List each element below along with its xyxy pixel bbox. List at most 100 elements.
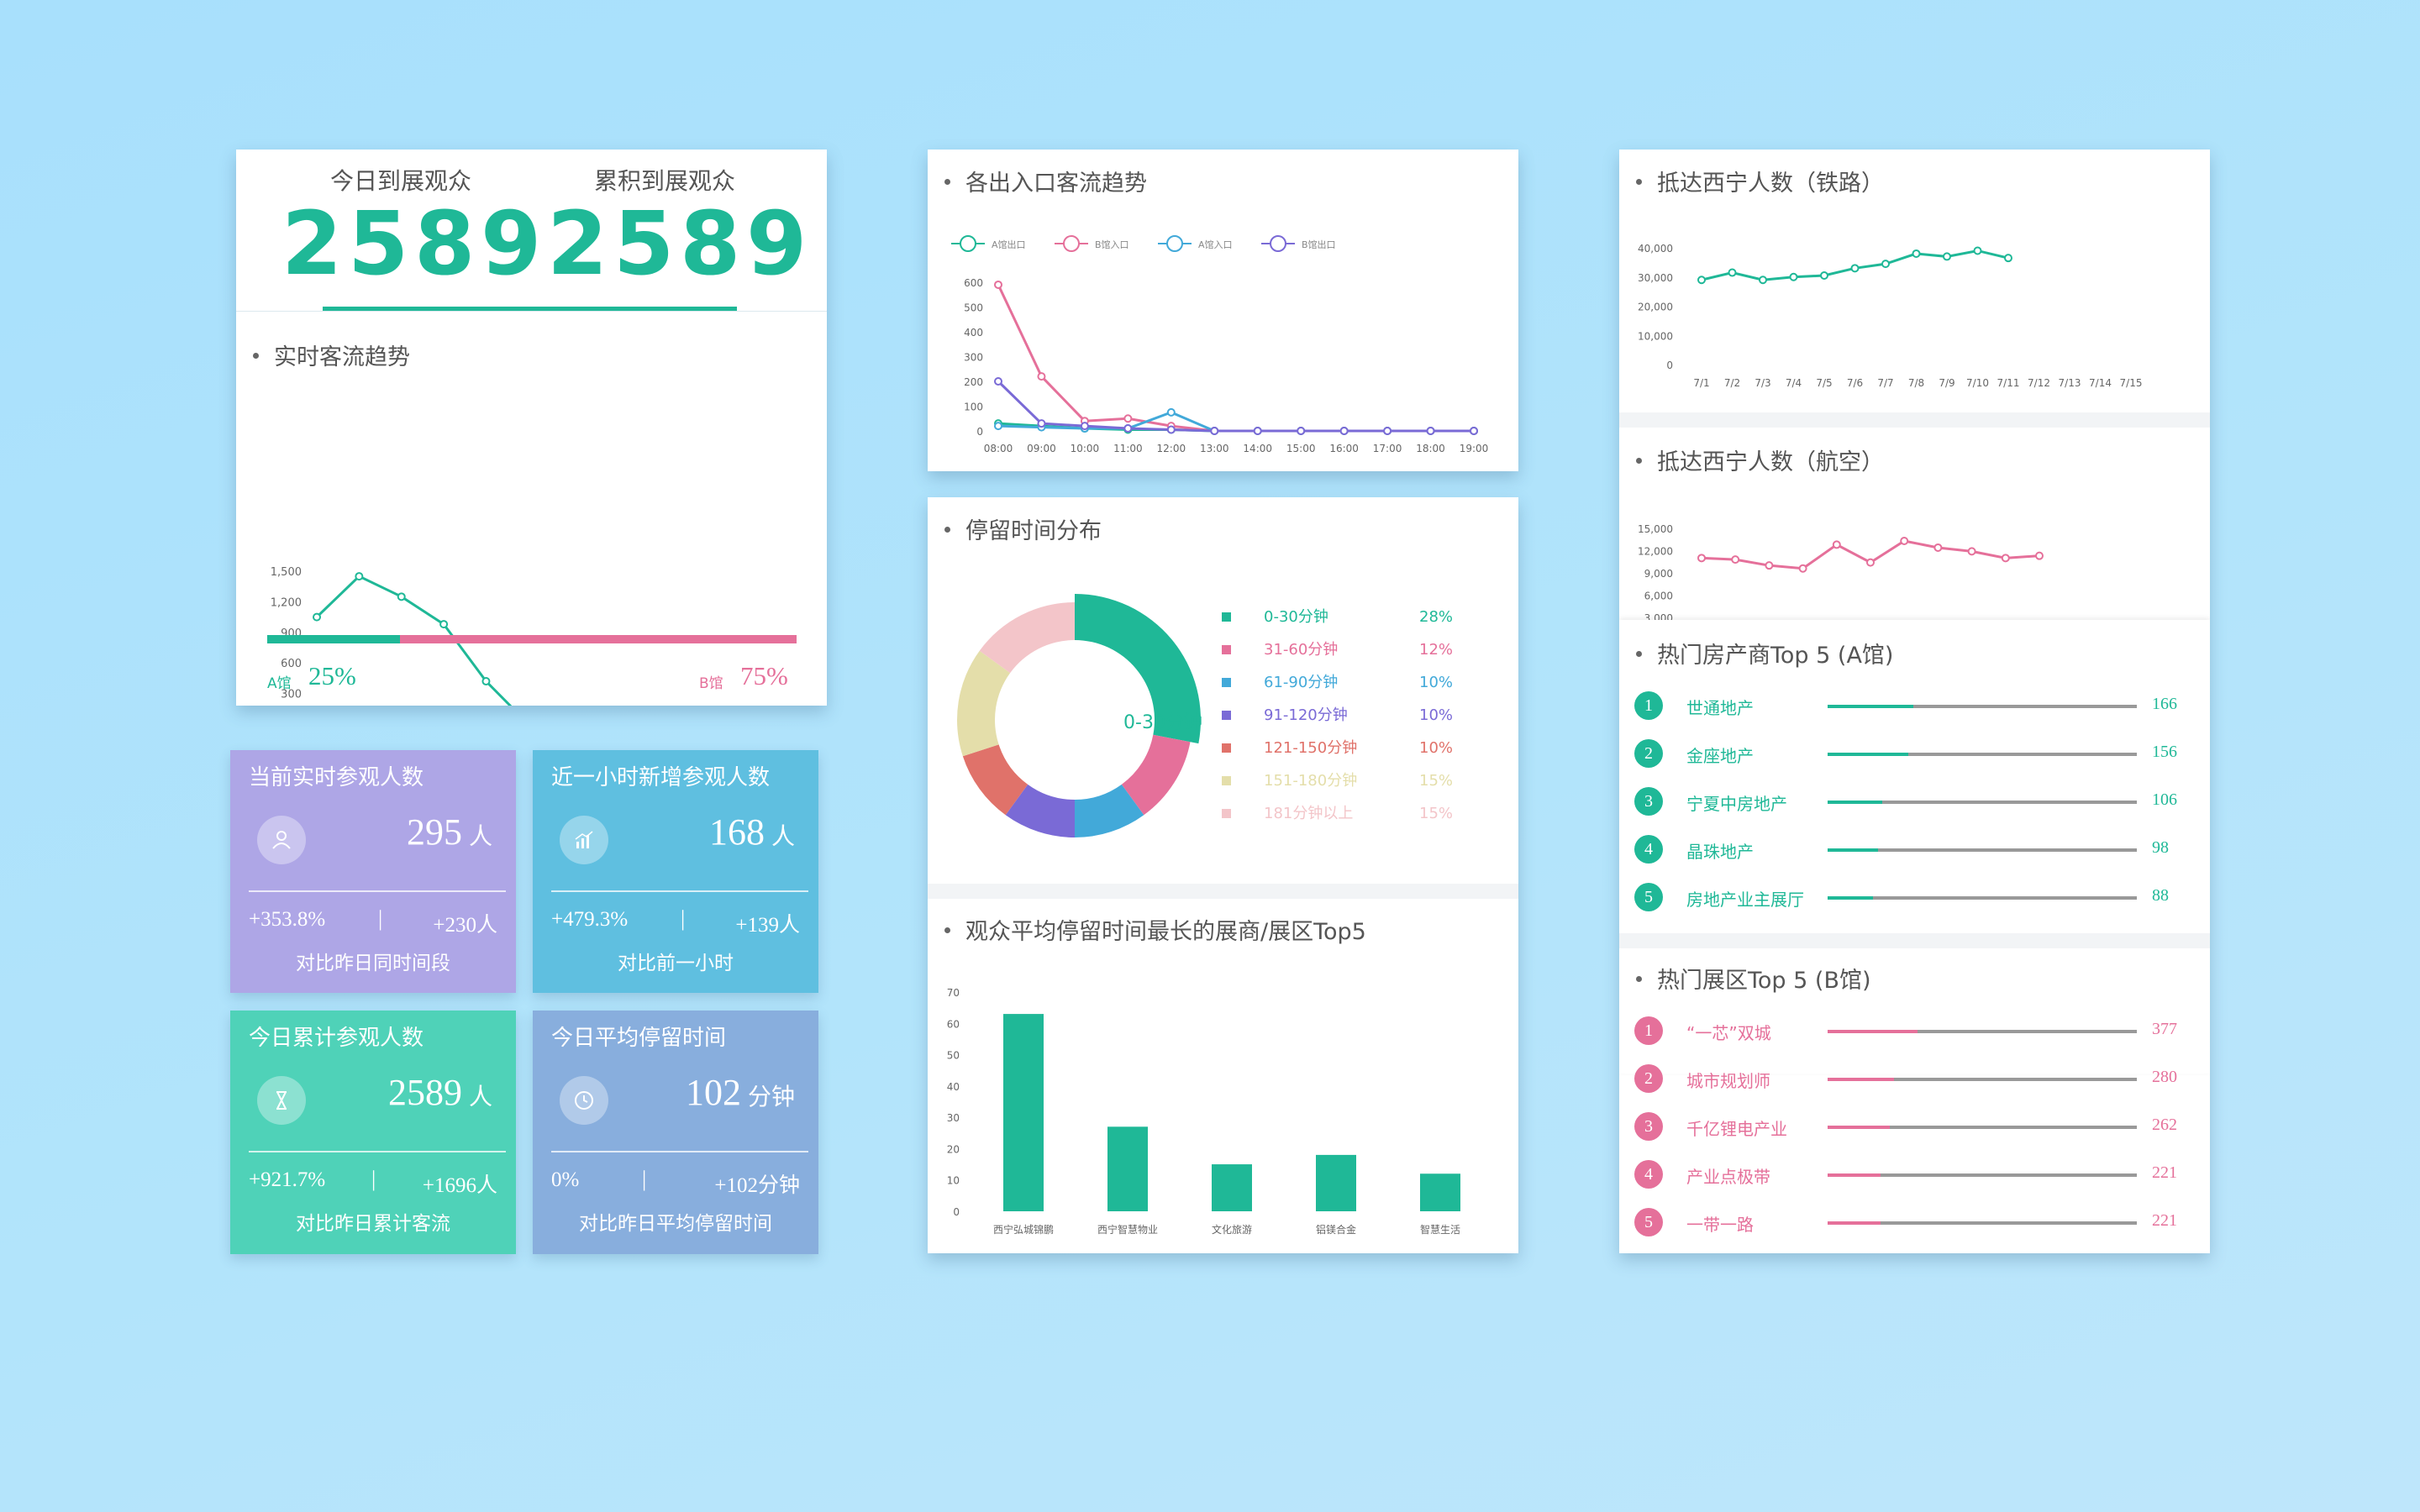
series-line <box>997 380 1474 433</box>
rank-name: 世通地产 <box>1686 698 1754 718</box>
rank-name: 晶珠地产 <box>1686 842 1754 862</box>
entrance-trend-title: 各出入口客流趋势 <box>944 165 1147 197</box>
y-tick-label: 40,000 <box>1638 243 1673 255</box>
y-tick-label: 12,000 <box>1638 546 1673 558</box>
rank-number: 3 <box>1634 1112 1663 1141</box>
legend-marker <box>1270 235 1286 252</box>
x-tick-label: 西宁智慧物业 <box>1097 1223 1158 1236</box>
x-tick-label: 15:00 <box>1286 443 1316 454</box>
data-point <box>1900 537 1909 546</box>
data-point <box>994 280 1002 289</box>
legend-swatch <box>1222 776 1231 785</box>
y-tick-label: 40 <box>947 1081 960 1093</box>
data-point <box>1166 407 1176 417</box>
clock-icon <box>560 1076 608 1125</box>
data-point <box>1798 564 1807 573</box>
legend-label: 181分钟以上 <box>1264 805 1353 822</box>
counter-digit: 2 <box>547 192 608 295</box>
rank-bar-fill <box>1828 1078 1895 1081</box>
rank-bar-track <box>1828 1126 2137 1129</box>
hall-share-bar <box>267 635 797 643</box>
data-point <box>313 612 321 622</box>
kpi-unit: 分钟 <box>747 1083 795 1110</box>
rank-bar-track <box>1828 705 2137 708</box>
y-tick-label: 20 <box>947 1143 960 1155</box>
x-tick-label: 7/8 <box>1908 377 1924 389</box>
data-point <box>439 620 449 629</box>
legend-label: 121-150分钟 <box>1264 739 1357 757</box>
legend-label: 91-120分钟 <box>1264 706 1348 724</box>
counter-digit: 9 <box>481 192 541 295</box>
counter-digit: 5 <box>348 192 408 295</box>
kpi-unit: 人 <box>468 822 492 850</box>
realtime-trend-title: 实时客流趋势 <box>253 339 410 371</box>
data-point <box>1973 246 1982 255</box>
rank-number: 4 <box>1634 835 1663 864</box>
y-tick-label: 9,000 <box>1644 568 1673 580</box>
y-tick-label: 200 <box>964 376 983 388</box>
rank-value: 156 <box>2152 743 2177 761</box>
kpi-value: 168 人 <box>709 811 795 853</box>
x-tick-label: 铝镁合金 <box>1316 1223 1356 1236</box>
x-tick-label: 7/11 <box>1997 377 2020 389</box>
data-point <box>2004 254 2012 263</box>
rank-name: 房地产业主展厅 <box>1686 890 1804 910</box>
dwell-distribution-chart: 0-30分钟 28% 31-60分钟 12% 61-90分钟 10% 91-120分钟 10%… <box>957 594 1453 837</box>
kpi-change-count: +139人 <box>735 914 800 937</box>
legend-swatch <box>1222 612 1231 622</box>
donut-slice <box>1005 784 1075 837</box>
y-tick-label: 600 <box>964 277 983 289</box>
kpi-value: 102 分钟 <box>686 1071 795 1114</box>
data-point <box>1850 264 1860 273</box>
rank-name: 千亿锂电产业 <box>1686 1119 1787 1139</box>
data-point <box>1426 427 1435 435</box>
counter-divider <box>236 311 827 312</box>
kpi-change-count: +1696人 <box>422 1174 497 1197</box>
kpi-separator: | <box>371 1167 376 1191</box>
data-point <box>1037 419 1046 428</box>
data-point <box>481 677 491 686</box>
kpi-change-percent: 0% <box>551 1168 580 1191</box>
legend-percent: 15% <box>1419 772 1453 790</box>
y-tick-label: 300 <box>281 689 302 701</box>
kpi-footnote: 对比昨日累计客流 <box>296 1213 450 1235</box>
kpi-divider <box>551 1151 808 1152</box>
data-point <box>1967 547 1976 556</box>
legend-label: A馆出口 <box>992 239 1026 250</box>
kpi-current-visitors: 当前实时参观人数 295 人 +353.8% | +230人 对比昨日同时间段 <box>230 750 516 993</box>
y-tick-label: 6,000 <box>1644 591 1673 602</box>
legend-label: 31-60分钟 <box>1264 641 1338 659</box>
x-tick-label: 17:00 <box>1373 443 1402 454</box>
data-point <box>1297 427 1306 435</box>
data-point <box>1759 276 1767 285</box>
section-gap <box>1619 412 2210 428</box>
rank-value: 106 <box>2152 790 2177 809</box>
kpi-change-count: +230人 <box>433 914 497 937</box>
kpi-title: 今日平均停留时间 <box>551 1026 727 1051</box>
counter-digit: 8 <box>680 192 740 295</box>
kpi-number: 295 <box>406 811 462 853</box>
y-tick-label: 0 <box>976 426 983 438</box>
kpi-unit: 人 <box>468 1083 492 1110</box>
section-gap <box>1619 933 2210 948</box>
data-point <box>1912 249 1921 258</box>
x-tick-label: 7/12 <box>2028 377 2050 389</box>
rank-number: 5 <box>1634 883 1663 911</box>
rank-bar-track <box>1828 1221 2137 1225</box>
legend-percent: 10% <box>1419 674 1453 691</box>
kpi-footnote: 对比昨日平均停留时间 <box>579 1213 772 1235</box>
entrance-trend-card: 各出入口客流趋势 A馆出口 B馆入口 A馆入口 B馆出口 0 100 200 300 400 50… <box>928 150 1518 471</box>
data-point <box>1866 558 1875 567</box>
rank-name: “一芯”双城 <box>1686 1023 1771 1043</box>
donut-slice <box>962 744 1028 816</box>
hall-b-label: B馆 <box>699 675 723 692</box>
kpi-average-dwell-time: 今日平均停留时间 102 分钟 0% | +102分钟 对比昨日平均停留时间 <box>533 1011 818 1254</box>
data-point <box>1728 268 1737 277</box>
series-line <box>997 411 1474 433</box>
rank-row: 4 晶珠地产 98 <box>1619 833 2210 867</box>
rail-arrivals-chart: 0 10,000 20,000 30,000 40,000 7/1 7/2 7/3 7/4 7/5… <box>1638 243 2143 389</box>
x-tick-label: 7/15 <box>2120 377 2143 389</box>
data-point <box>397 592 406 601</box>
data-point <box>355 572 364 581</box>
section-gap <box>928 884 1518 899</box>
